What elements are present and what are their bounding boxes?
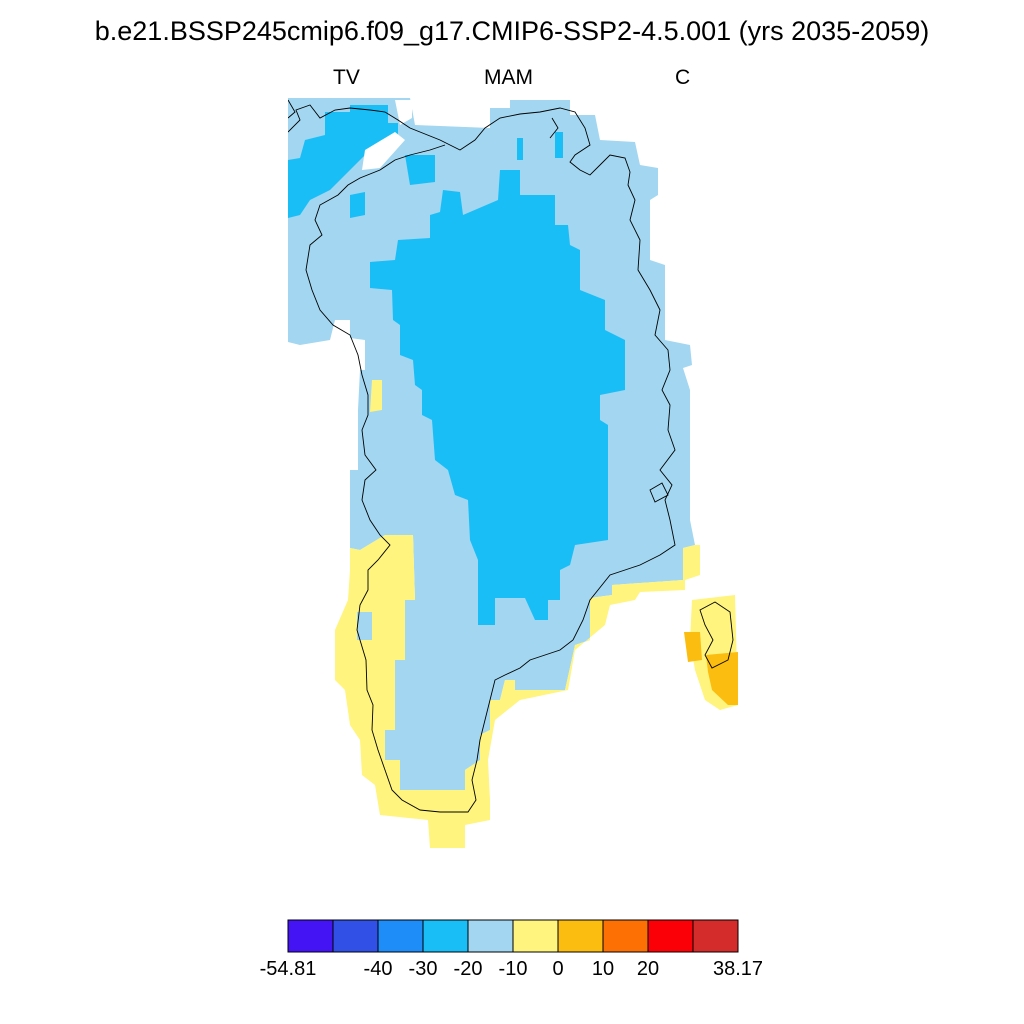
colorbar-swatch [287, 919, 334, 953]
region-orange-1 [684, 632, 702, 662]
region-yellow-west [370, 380, 382, 412]
variable-label: TV [333, 66, 360, 89]
region-blue-n2 [350, 192, 365, 218]
colorbar-tick-label: 38.17 [712, 958, 764, 980]
colorbar-swatch [692, 919, 739, 953]
colorbar-tick-label: -20 [453, 958, 483, 980]
gap-n [395, 100, 412, 125]
colorbar-tick-label: -10 [498, 958, 528, 980]
colorbar-tick-label: -54.81 [259, 958, 317, 980]
greenland-map [288, 98, 738, 848]
colorbar-tick-label: -40 [363, 958, 393, 980]
colorbar-swatch [467, 919, 514, 953]
colorbar-swatch [602, 919, 649, 953]
coastline [288, 99, 734, 813]
region-orange-2 [706, 652, 738, 705]
region-blue-core [370, 170, 625, 625]
season-label: MAM [484, 66, 533, 89]
region-blue-n1 [405, 155, 435, 185]
units-label: C [675, 66, 691, 89]
colorbar-tick-label: -30 [408, 958, 438, 980]
colorbar-swatch [512, 919, 559, 953]
gap-nw [362, 132, 405, 170]
plot-title: b.e21.BSSP245cmip6.f09_g17.CMIP6-SSP2-4.… [94, 16, 930, 46]
region-blue-s [357, 612, 372, 640]
colorbar-swatch [647, 919, 694, 953]
colorbar-tick-label: 0 [552, 958, 564, 980]
region-yellow-south [335, 535, 700, 848]
colorbar-swatch [332, 919, 379, 953]
region-blue-nw [288, 105, 398, 218]
colorbar-tick-label: 10 [591, 958, 615, 980]
region-blue-n3 [517, 138, 523, 160]
region-blue-n4 [555, 132, 563, 158]
colorbar-swatch [377, 919, 424, 953]
colorbar-swatch [422, 919, 469, 953]
colorbar-tick-label: 20 [636, 958, 660, 980]
colorbar-swatch [557, 919, 604, 953]
